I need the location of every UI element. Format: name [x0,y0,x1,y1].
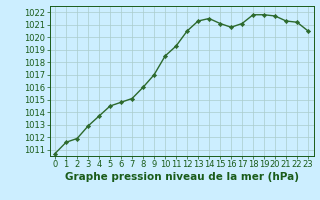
X-axis label: Graphe pression niveau de la mer (hPa): Graphe pression niveau de la mer (hPa) [65,172,299,182]
